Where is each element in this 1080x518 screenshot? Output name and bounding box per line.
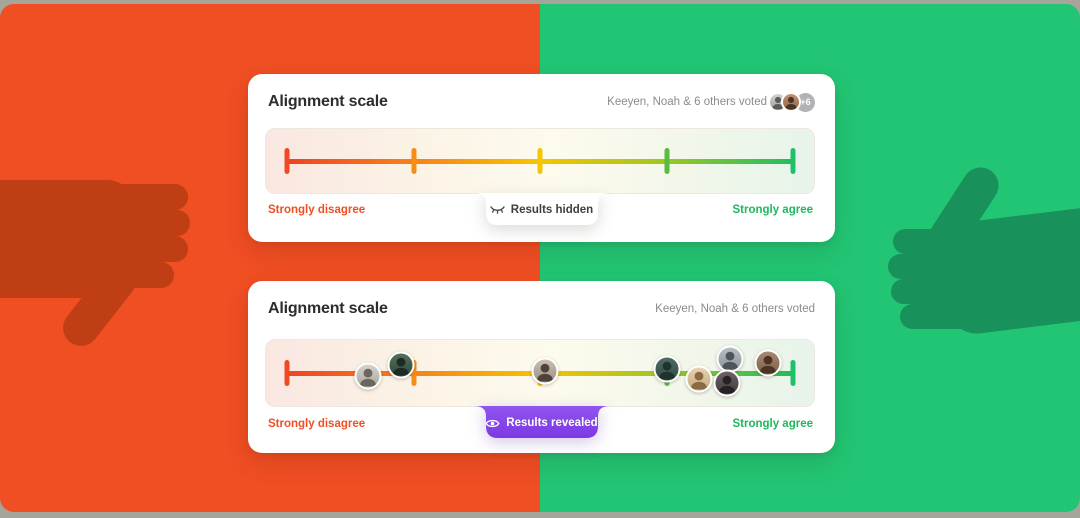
voter-avatar [685, 365, 713, 393]
max-label: Strongly agree [732, 204, 813, 216]
scale-tick-3[interactable] [537, 148, 543, 174]
alignment-scale-track[interactable] [265, 339, 815, 407]
scale-labels: Strongly disagree Strongly agree [268, 418, 813, 430]
min-label: Strongly disagree [268, 204, 366, 216]
voter-avatar [653, 355, 680, 383]
card-title: Alignment scale [268, 93, 388, 110]
card-header: Alignment scale Keeyen, Noah & 6 others … [268, 90, 815, 114]
voter-avatar [716, 345, 744, 373]
split-vote-panel: Alignment scale Keeyen, Noah & 6 others … [0, 4, 1080, 512]
card-title: Alignment scale [268, 300, 388, 317]
max-label: Strongly agree [732, 418, 813, 430]
voter-avatar [531, 357, 559, 385]
scale-rail [284, 340, 796, 406]
results-revealed-button[interactable]: Results revealed [472, 406, 612, 440]
scale-tick-2[interactable] [411, 148, 416, 174]
card-header: Alignment scale Keeyen, Noah & 6 others … [268, 297, 815, 321]
scale-tick-4[interactable] [664, 148, 669, 174]
voter-avatar [354, 362, 382, 390]
scale-tick-1[interactable] [284, 148, 290, 174]
badge-label: Results revealed [506, 417, 598, 429]
eye-open-icon [485, 419, 500, 427]
voter-avatar [781, 92, 801, 112]
voters-text: Keeyen, Noah & 6 others voted [655, 303, 815, 315]
thumbs-up-icon [888, 167, 1080, 334]
voters-summary: Keeyen, Noah & 6 others voted +6 [607, 92, 815, 112]
scale-tick-1[interactable] [284, 360, 290, 386]
min-label: Strongly disagree [268, 418, 366, 430]
thumbs-down-icon [0, 180, 190, 346]
voter-avatar [754, 349, 782, 377]
voter-avatar [387, 351, 415, 379]
scale-rail [284, 129, 796, 193]
scale-tick-5[interactable] [790, 148, 796, 174]
scale-tick-5[interactable] [790, 360, 796, 386]
alignment-scale-track[interactable] [265, 128, 815, 194]
alignment-scale-card-revealed: Alignment scale Keeyen, Noah & 6 others … [248, 281, 835, 453]
voter-avatar [713, 369, 741, 397]
results-hidden-button[interactable]: Results hidden [472, 193, 612, 227]
avatar-overflow-badge: +6 [796, 92, 815, 112]
scale-labels: Strongly disagree Strongly agree [268, 204, 813, 216]
badge-label: Results hidden [510, 204, 594, 216]
scale-tick-2[interactable] [411, 360, 416, 386]
voters-summary: Keeyen, Noah & 6 others voted [655, 303, 815, 315]
eye-closed-icon [490, 206, 505, 214]
alignment-scale-card-hidden: Alignment scale Keeyen, Noah & 6 others … [248, 74, 835, 242]
voters-text: Keeyen, Noah & 6 others voted [607, 96, 767, 108]
voter-avatar-stack: +6 [768, 92, 815, 112]
